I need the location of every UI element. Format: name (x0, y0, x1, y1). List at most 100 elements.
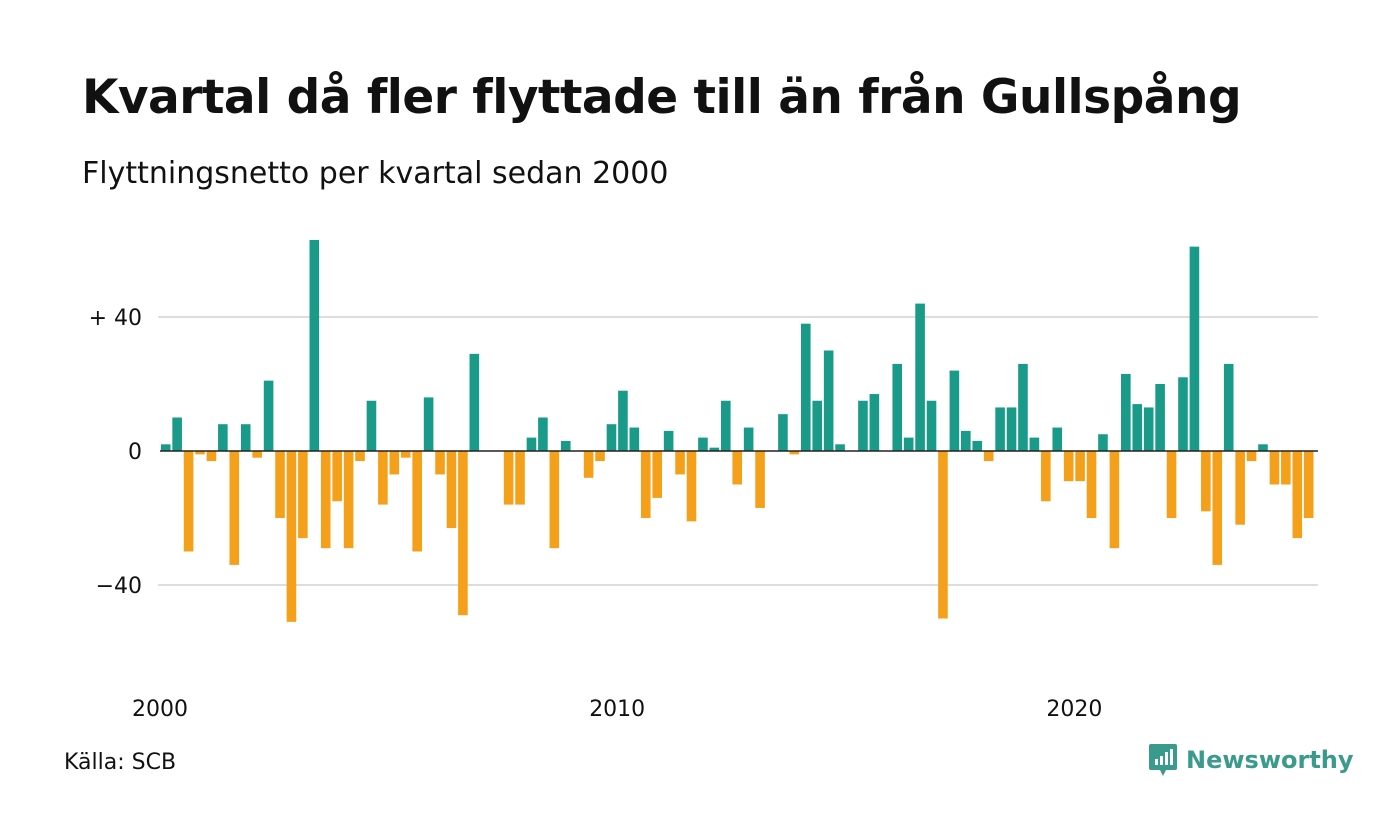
bar (1041, 451, 1051, 502)
bar (663, 430, 674, 451)
bar (583, 451, 594, 478)
bar (549, 451, 560, 549)
bar (835, 444, 845, 451)
bar (1143, 407, 1154, 451)
y-tick-label: + 40 (89, 306, 142, 331)
x-tick-label: 2020 (1046, 697, 1102, 722)
bar (1052, 427, 1063, 451)
bar (1086, 451, 1097, 518)
bar (412, 451, 422, 552)
bar (618, 390, 628, 451)
bar (538, 417, 548, 451)
bar (1121, 373, 1131, 451)
bar (903, 437, 914, 451)
bar (869, 394, 880, 451)
bar (778, 414, 788, 451)
bar (995, 407, 1005, 451)
bar (938, 451, 948, 619)
bar (229, 451, 240, 565)
bar (1155, 384, 1165, 451)
bar (686, 451, 697, 522)
bar (355, 451, 365, 462)
bar (755, 451, 765, 508)
bar (263, 380, 274, 451)
y-tick-label: 0 (128, 440, 142, 465)
bar (1166, 451, 1177, 518)
bar (1223, 363, 1234, 451)
chart-subtitle: Flyttningsnetto per kvartal sedan 2000 (82, 156, 669, 191)
bar (343, 451, 354, 549)
bar (218, 424, 228, 451)
bar (1303, 451, 1314, 518)
bar (195, 451, 205, 455)
bar (698, 437, 708, 451)
bar (160, 444, 171, 451)
bar (892, 363, 903, 451)
bar (286, 451, 297, 622)
bar (275, 451, 285, 518)
bar (298, 451, 308, 539)
bar (560, 440, 571, 451)
bar (926, 400, 937, 451)
bar (709, 447, 720, 451)
bar (789, 451, 800, 455)
bar (1212, 451, 1223, 565)
bar (640, 451, 651, 518)
source-note: Källa: SCB (64, 750, 177, 775)
bar (720, 400, 731, 451)
bar (1132, 404, 1143, 451)
bar (915, 303, 925, 451)
bar (732, 451, 743, 485)
bar (812, 400, 823, 451)
bar (1098, 434, 1108, 451)
bar (1292, 451, 1303, 539)
bar (595, 451, 605, 462)
bar (378, 451, 388, 505)
bar (458, 451, 468, 616)
bar (423, 397, 434, 451)
bar (389, 451, 400, 475)
bar (526, 437, 537, 451)
bar (183, 451, 194, 552)
y-tick-label: −40 (96, 574, 142, 599)
bar (949, 370, 960, 451)
bar (320, 451, 331, 549)
bar (206, 451, 217, 462)
bar (240, 424, 251, 451)
brand-name: Newsworthy (1186, 746, 1354, 774)
bar (1189, 246, 1200, 451)
chart-title: Kvartal då fler flyttade till än från Gu… (82, 70, 1242, 125)
bar (503, 451, 514, 505)
bar (629, 427, 640, 451)
bar (1063, 451, 1074, 482)
bar (1235, 451, 1245, 525)
bar (1269, 451, 1280, 485)
bar (332, 451, 342, 502)
bar (435, 451, 445, 475)
bar (972, 440, 983, 451)
bar (800, 323, 811, 451)
bar (172, 417, 182, 451)
bar (1201, 451, 1211, 512)
x-tick-label: 2000 (132, 697, 188, 722)
bar (1029, 437, 1040, 451)
bar (961, 430, 971, 451)
bar (1109, 451, 1120, 549)
bar (446, 451, 457, 529)
bar (606, 424, 617, 451)
bar (1178, 377, 1188, 451)
bar (400, 451, 411, 458)
bar (1258, 444, 1268, 451)
bar (652, 451, 662, 498)
bar (858, 400, 868, 451)
bar (1246, 451, 1257, 462)
bar (743, 427, 754, 451)
bar (1006, 407, 1017, 451)
bar (366, 400, 377, 451)
newsworthy-chart-bubble-icon (1149, 744, 1177, 776)
x-tick-label: 2010 (589, 697, 645, 722)
bar (515, 451, 525, 505)
bar (309, 239, 320, 451)
bar (252, 451, 262, 458)
